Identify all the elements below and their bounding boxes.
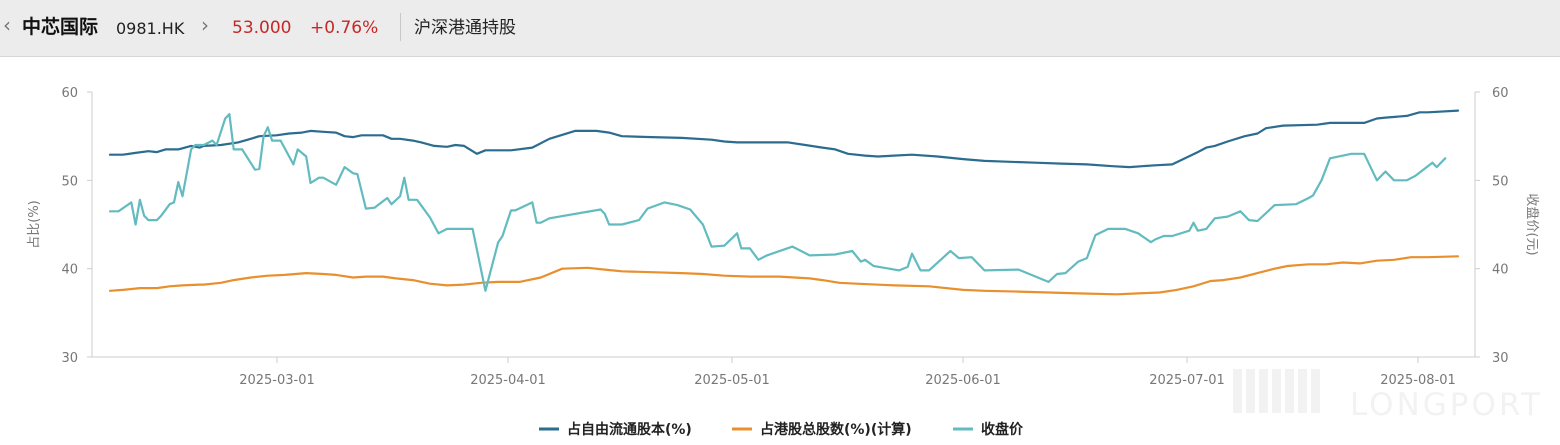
x-tick-label: 2025-06-01 <box>925 373 1001 388</box>
price-change-pct: +0.76% <box>310 18 379 38</box>
x-tick-label: 2025-03-01 <box>239 373 315 388</box>
legend-label-2: 占港股总股数(%)(计算) <box>760 421 912 438</box>
y-left-tick-label: 60 <box>61 86 78 101</box>
y-left-tick-label: 40 <box>61 263 78 278</box>
y-right-tick-label: 50 <box>1492 174 1509 189</box>
watermark-logo: LONGPORT <box>1233 369 1543 423</box>
y-right-tick-label: 60 <box>1492 86 1509 101</box>
series-line-3 <box>108 112 1447 292</box>
y-right-axis-label: 收盘价(元) <box>1524 193 1540 255</box>
x-tick-label: 2025-08-01 <box>1380 373 1456 388</box>
header-bar: ‹ 中芯国际 0981.HK › 53.000 +0.76% 沪深港通持股 <box>0 0 1560 57</box>
header-divider <box>400 13 401 41</box>
series-line-1 <box>108 109 1460 169</box>
x-tick-label: 2025-07-01 <box>1149 373 1225 388</box>
y-right-tick-label: 30 <box>1492 351 1509 366</box>
legend: 占自由流通股本(%) 占港股总股数(%)(计算) 收盘价 <box>539 421 1024 438</box>
legend-label-3: 收盘价 <box>981 421 1024 438</box>
y-right-tick-label: 40 <box>1492 263 1509 278</box>
watermark-text: LONGPORT <box>1350 387 1543 423</box>
page-title: 沪深港通持股 <box>414 18 516 38</box>
chart-container: LONGPORT 30 40 50 60 30 40 50 60 2025-03-01 2025-… <box>0 57 1560 441</box>
stock-code: 0981.HK <box>116 19 185 38</box>
back-chevron-icon[interactable]: ‹ <box>3 13 11 37</box>
y-left-axis-label: 占比(%) <box>27 200 42 249</box>
stock-price: 53.000 <box>232 18 292 38</box>
holdings-chart: LONGPORT 30 40 50 60 30 40 50 60 2025-03-01 2025-… <box>27 86 1543 438</box>
series-lines <box>108 109 1460 296</box>
y-left-tick-label: 50 <box>61 174 78 189</box>
y-left-tick-label: 30 <box>61 351 78 366</box>
legend-label-1: 占自由流通股本(%) <box>567 421 692 438</box>
axes: 30 40 50 60 30 40 50 60 2025-03-01 2025-04-01 2025… <box>27 86 1540 388</box>
series-line-2 <box>108 255 1460 296</box>
stock-name: 中芯国际 <box>22 16 99 38</box>
forward-chevron-icon[interactable]: › <box>201 13 209 37</box>
x-tick-label: 2025-04-01 <box>470 373 546 388</box>
x-tick-label: 2025-05-01 <box>694 373 770 388</box>
